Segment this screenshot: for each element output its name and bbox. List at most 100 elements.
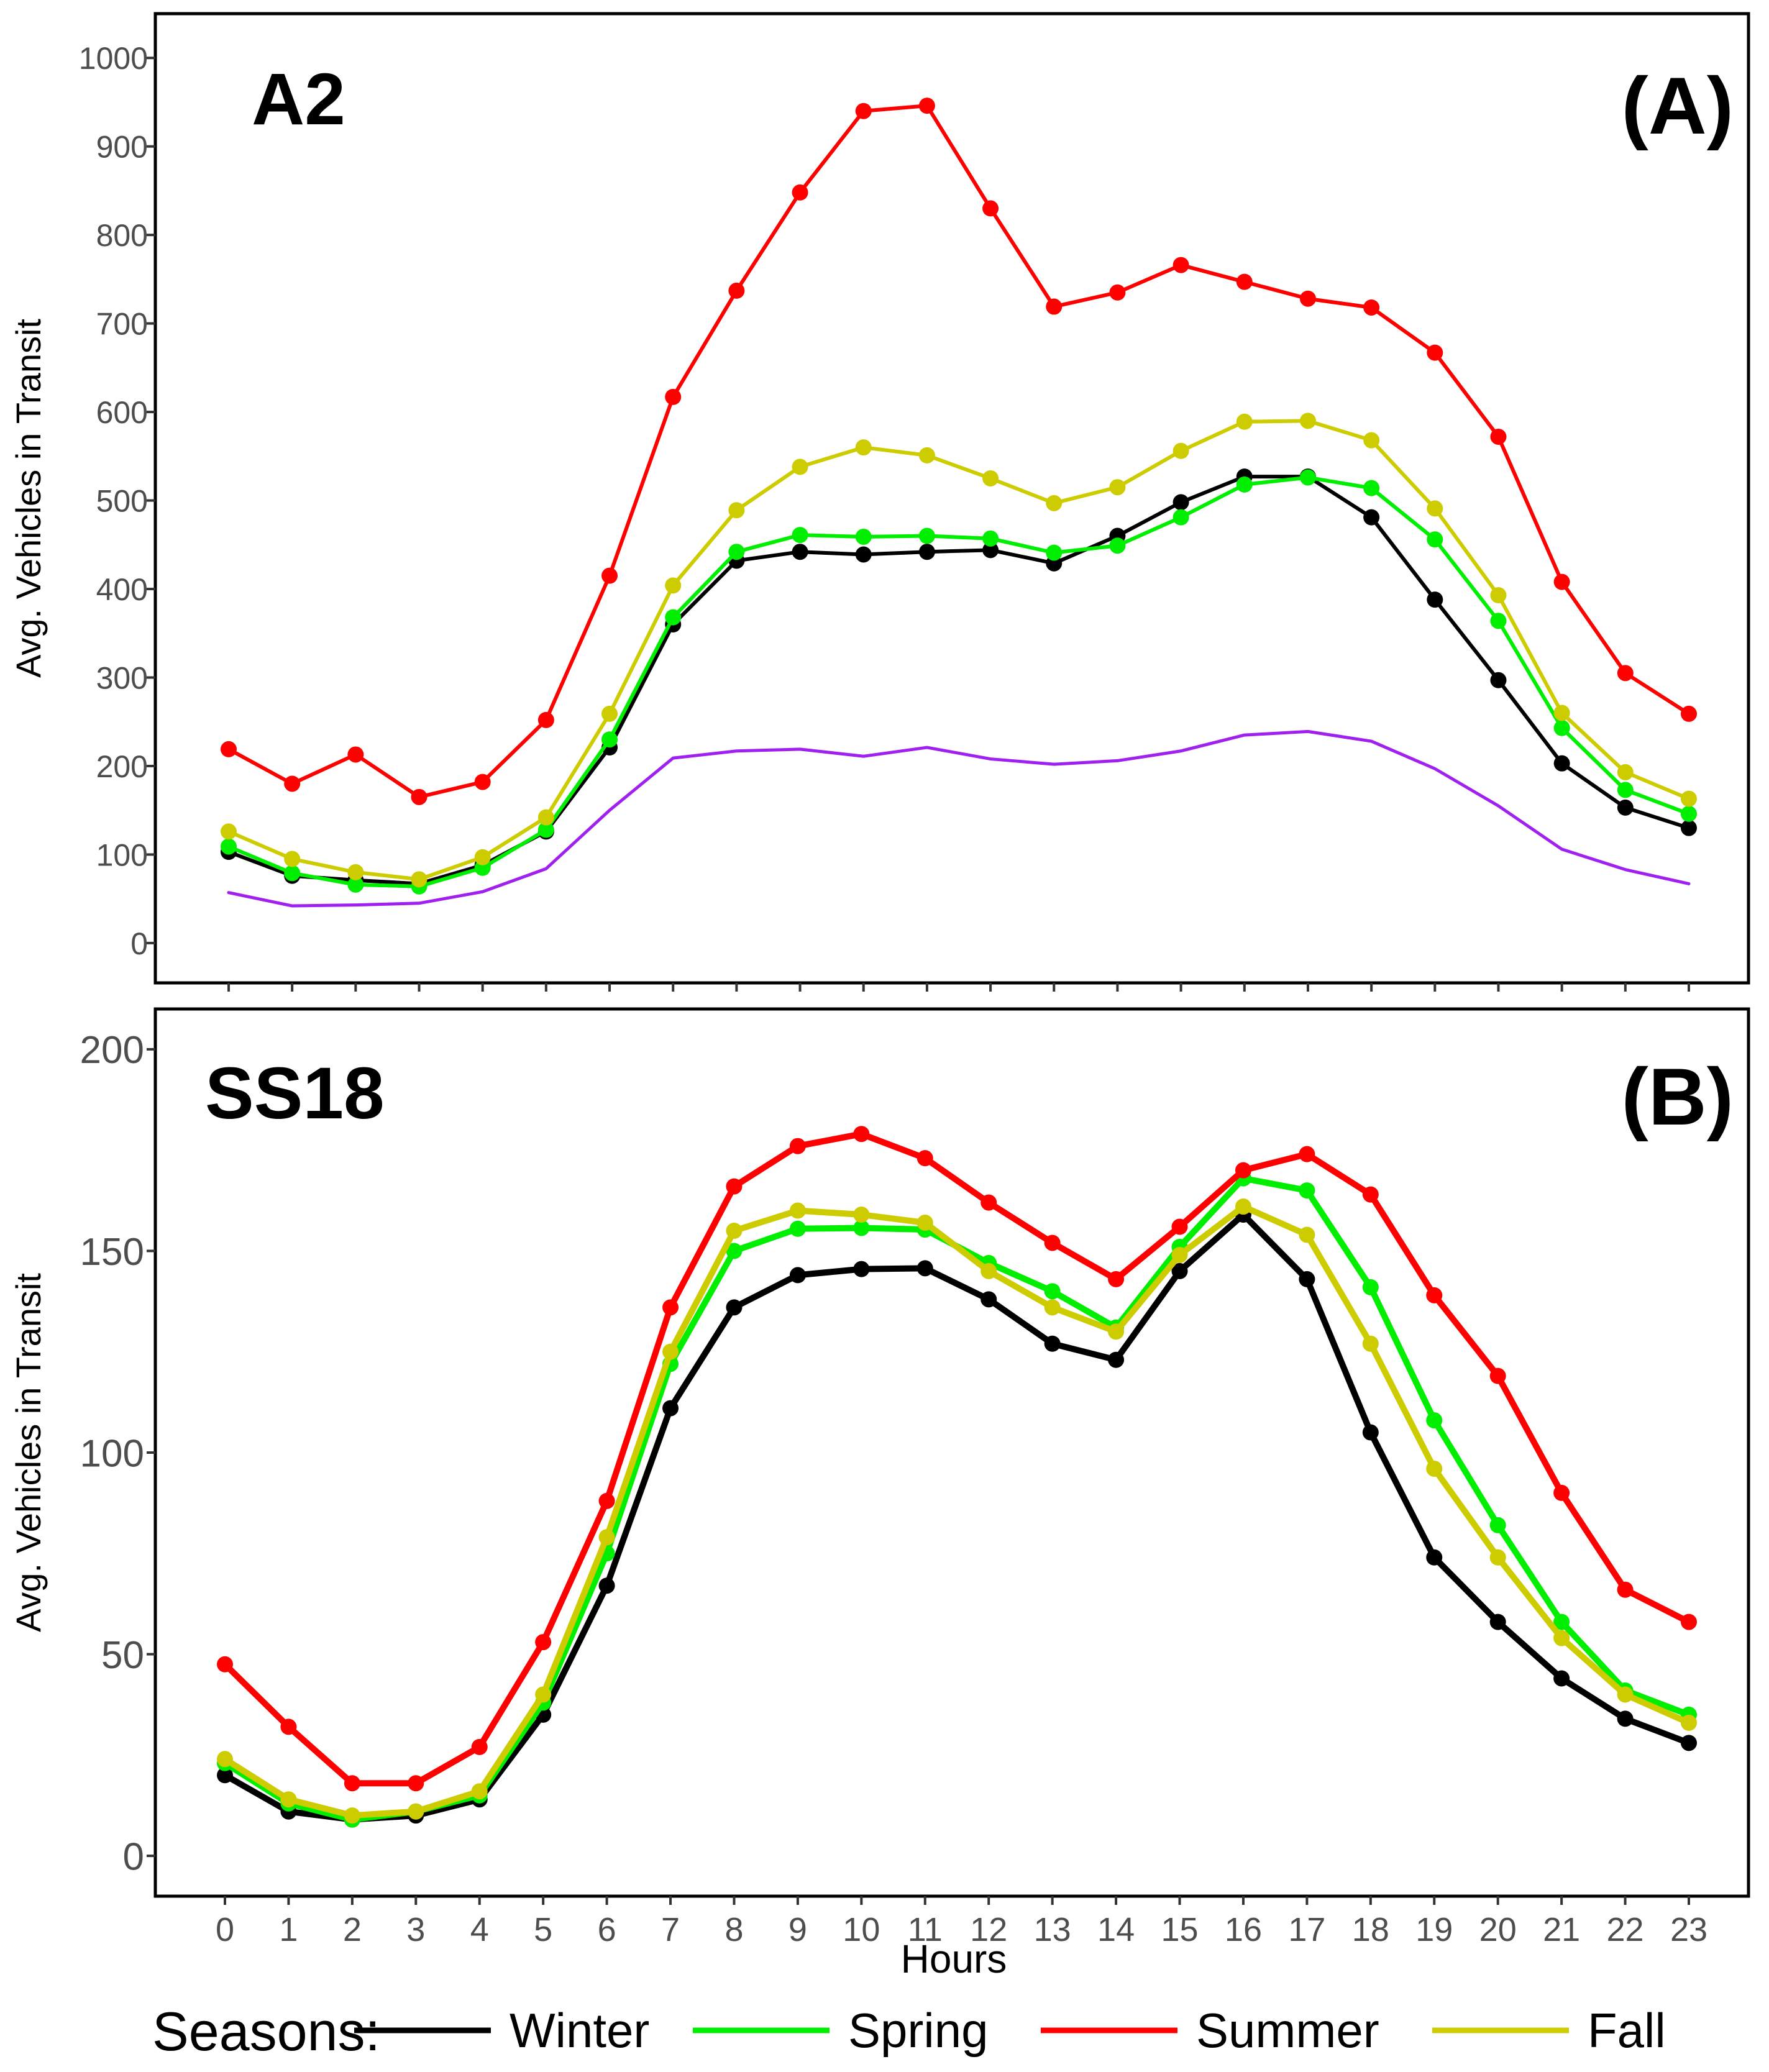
panel-a-point-fall [1617,764,1634,780]
panel-b-point-summer [1553,1484,1570,1501]
panel-b-point-fall [916,1215,933,1231]
panel-b-point-summer [726,1178,743,1195]
panel-a-y-axis: 0 100 200 300 400 500 600 700 800 900 1000 [79,41,155,961]
panel-b-x-tick-label: 1 [279,1911,298,1948]
panel-a-line-baseline [227,729,1691,908]
panel-b-x-tick-label: 5 [534,1911,552,1948]
panel-b-point-fall [1235,1198,1251,1215]
panel-b-point-fall [1426,1460,1443,1477]
panel-a-point-spring [728,544,745,560]
panel-a-point-spring [284,865,301,882]
panel-b-x-tick-label: 3 [406,1911,425,1948]
panel-a-series [221,98,1697,908]
panel-a-point-spring [1427,531,1443,548]
panel-a-point-spring [1490,613,1507,629]
panel-a-title: A2 [252,58,345,140]
panel-a-point-fall [537,809,554,826]
panel-a-point-fall [1109,479,1126,496]
panel-b-point-fall [1489,1549,1506,1566]
panel-a-point-summer [601,567,618,584]
panel-b-x-tick-label: 19 [1415,1911,1453,1948]
panel-b-x-tick-label: 6 [598,1911,616,1948]
panel-b-x-tick-label: 22 [1607,1911,1644,1948]
panel-b-point-fall [853,1207,870,1223]
panel-a-point-spring [1553,719,1570,736]
panel-b-x-tick-label: 13 [1034,1911,1071,1948]
panel-b-point-summer [408,1775,424,1792]
panel-a-line-fall [227,419,1691,882]
panel-a-point-spring [1363,480,1380,496]
panel-b-point-fall [535,1686,552,1703]
panel-a-point-summer [1236,273,1253,290]
panel-a-point-summer [1109,284,1126,301]
panel-a-y-tick-label: 1000 [79,41,148,76]
legend-item-fall: Fall [1432,2003,1666,2058]
panel-b-series [217,1126,1697,1828]
panel-b-point-summer [662,1299,679,1316]
panel-b-point-spring [1489,1517,1506,1533]
panel-b-y-tick-label: 150 [80,1231,144,1274]
legend-label-winter: Winter [510,2003,649,2058]
panel-a-point-summer [1553,573,1570,590]
panel-a-point-summer [221,741,237,757]
panel-b-point-fall [1617,1686,1634,1703]
panel-b-y-tick-label: 100 [80,1432,144,1475]
panel-a-point-fall [792,459,808,475]
panel-a-point-winter [1490,672,1507,688]
panel-a-point-summer [1172,257,1189,273]
panel-a-point-fall [1046,495,1063,511]
panel-a-point-summer [855,103,872,119]
panel-a-point-summer [728,282,745,299]
panel-a-point-spring [1172,509,1189,526]
panel-a-point-summer [284,775,301,792]
panel-a-label: (A) [1622,60,1734,151]
panel-b-point-fall [280,1791,297,1808]
panel-b-point-fall [789,1202,806,1219]
panel-b-x-tick-label: 7 [661,1911,680,1948]
panel-b-point-spring [789,1220,806,1237]
panel-b-point-winter [1681,1735,1697,1751]
panel-a-point-spring [347,876,364,893]
panel-b-point-spring [1553,1613,1570,1630]
panel-b-point-summer [1299,1146,1315,1162]
panel-a-point-winter [1427,591,1443,608]
panel-a-y-tick-label: 100 [96,837,148,872]
panel-b-ylabel: Avg. Vehicles in Transit [9,1273,48,1632]
panel-b-x-tick-label: 15 [1161,1911,1198,1948]
panel-a-y-tick-label: 500 [96,484,148,519]
panel-a-border [153,12,1750,985]
panel-b-point-spring [1426,1412,1443,1429]
panel-b-point-summer [1171,1218,1188,1235]
panel-b-point-fall [726,1223,743,1239]
panel-b-point-summer [1235,1162,1251,1179]
panel-a-point-summer [1617,665,1634,682]
panel-a-series-fall [221,413,1697,888]
panel-b-point-summer [1426,1287,1443,1303]
panel-b-point-winter [726,1299,743,1316]
panel-a-point-fall [284,851,301,867]
legend-title: Seasons: [152,2001,380,2062]
panel-a-y-tick-label: 600 [96,395,148,430]
panel-a-point-winter [792,544,808,560]
panel-b-line-winter [222,1212,1692,1823]
legend-item-summer: Summer [1041,2003,1379,2058]
panel-a-point-fall [665,577,682,594]
panel-b-x-tick-label: 17 [1288,1911,1325,1948]
panel-a-point-winter [1172,494,1189,511]
panel-a-y-tick-label: 200 [96,749,148,784]
panel-a-point-fall [411,871,427,888]
panel-a-line-spring [227,475,1691,888]
panel-a-point-fall [1681,790,1697,807]
panel-b-point-winter [1171,1262,1188,1279]
panel-a-point-spring [1299,469,1316,486]
panel-a-point-fall [982,470,999,486]
legend-label-fall: Fall [1588,2003,1666,2058]
panel-b-point-spring [1362,1279,1379,1295]
panel-b-point-winter [1426,1549,1443,1566]
panel-b-point-winter [217,1767,233,1784]
panel-b-point-winter [1489,1613,1506,1630]
panel-a-y-tick-label: 400 [96,572,148,607]
panel-a-point-fall [1490,587,1507,603]
panel-b-point-fall [217,1751,233,1768]
